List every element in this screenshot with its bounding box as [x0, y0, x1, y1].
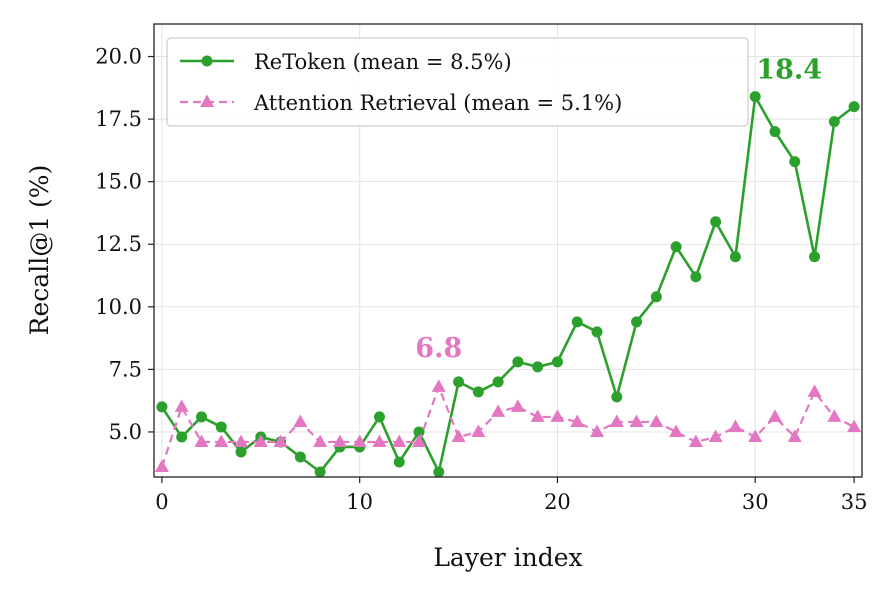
data-point	[393, 456, 405, 468]
series-0	[156, 91, 860, 478]
y-axis-label: Recall@1 (%)	[25, 165, 54, 336]
data-point	[195, 411, 207, 423]
data-point	[728, 419, 743, 432]
data-point	[491, 404, 506, 417]
data-point	[530, 409, 545, 422]
data-point	[571, 316, 583, 328]
plot-frame	[153, 23, 863, 478]
data-point	[352, 434, 367, 447]
y-tick-label: 17.5	[95, 107, 142, 131]
data-point	[769, 126, 781, 138]
data-point	[313, 434, 328, 447]
data-point	[194, 434, 209, 447]
data-point	[828, 116, 840, 128]
data-point	[710, 216, 722, 228]
data-point	[492, 376, 504, 388]
data-point	[649, 414, 664, 427]
series-line-0	[160, 95, 855, 474]
data-point	[472, 386, 484, 398]
data-point	[176, 431, 188, 443]
x-tick-label: 20	[544, 490, 571, 514]
data-point	[433, 466, 445, 478]
data-point	[690, 271, 702, 283]
data-point	[729, 251, 741, 263]
data-point	[332, 434, 347, 447]
annotations: 18.4 6.8	[415, 55, 822, 364]
data-point	[688, 434, 703, 447]
data-point	[749, 91, 761, 103]
data-point	[847, 419, 862, 432]
data-point	[789, 156, 801, 168]
data-point	[174, 399, 189, 412]
series-line-1	[160, 385, 855, 468]
data-point	[372, 434, 387, 447]
data-point	[512, 356, 524, 368]
legend-marker-attention	[200, 94, 214, 107]
legend-box	[166, 37, 749, 127]
data-point	[431, 379, 446, 392]
data-point	[453, 376, 465, 388]
data-point	[589, 424, 604, 437]
data-point	[214, 434, 229, 447]
data-point	[631, 316, 643, 328]
data-point	[591, 326, 603, 338]
data-point	[215, 421, 227, 433]
data-point	[373, 411, 385, 423]
data-point	[767, 409, 782, 422]
data-point	[253, 434, 268, 447]
data-point	[154, 459, 169, 472]
data-point	[629, 414, 644, 427]
y-tick-label: 7.5	[109, 357, 142, 381]
data-point	[807, 384, 822, 397]
data-point	[809, 251, 821, 263]
x-tick-label: 0	[155, 490, 168, 514]
x-tick-label: 30	[742, 490, 769, 514]
data-point	[787, 429, 802, 442]
data-point	[827, 409, 842, 422]
data-point	[294, 451, 306, 463]
data-point	[235, 446, 247, 458]
x-tick-label: 35	[841, 490, 868, 514]
data-point	[314, 466, 326, 478]
data-point	[412, 434, 427, 447]
data-point	[848, 101, 860, 113]
data-point	[510, 399, 525, 412]
data-point	[650, 291, 662, 303]
data-point	[234, 434, 249, 447]
data-point	[609, 414, 624, 427]
x-axis-label: Layer index	[433, 543, 582, 572]
data-point	[551, 356, 563, 368]
y-tick-label: 20.0	[95, 45, 142, 69]
data-point	[550, 409, 565, 422]
data-point	[669, 424, 684, 437]
data-point	[273, 434, 288, 447]
data-point	[670, 241, 682, 253]
annotation-label: 6.8	[415, 333, 462, 364]
legend-label-retoken: ReToken (mean = 8.5%)	[254, 50, 512, 74]
data-point	[471, 424, 486, 437]
annotation-label: 18.4	[756, 55, 822, 86]
data-point	[708, 429, 723, 442]
legend-label-attention: Attention Retrieval (mean = 5.1%)	[253, 91, 622, 115]
axis-ticks: 0 10 20 30 35 5.0 7.5 10.0 12.5 15.0 17.5 20.0	[95, 45, 867, 514]
y-tick-label: 12.5	[95, 232, 142, 256]
data-point	[156, 401, 168, 413]
data-point	[611, 391, 623, 403]
data-point	[451, 429, 466, 442]
data-point	[392, 434, 407, 447]
y-tick-label: 15.0	[95, 170, 142, 194]
y-tick-label: 10.0	[95, 295, 142, 319]
data-point	[570, 414, 585, 427]
data-point	[748, 429, 763, 442]
legend: ReToken (mean = 8.5%) Attention Retrieva…	[166, 37, 749, 127]
series-1	[154, 379, 862, 472]
x-tick-label: 10	[346, 490, 373, 514]
series-layer	[154, 91, 862, 478]
legend-marker-retoken	[201, 55, 213, 67]
data-point	[532, 361, 544, 373]
data-point	[293, 414, 308, 427]
y-tick-label: 5.0	[109, 420, 142, 444]
